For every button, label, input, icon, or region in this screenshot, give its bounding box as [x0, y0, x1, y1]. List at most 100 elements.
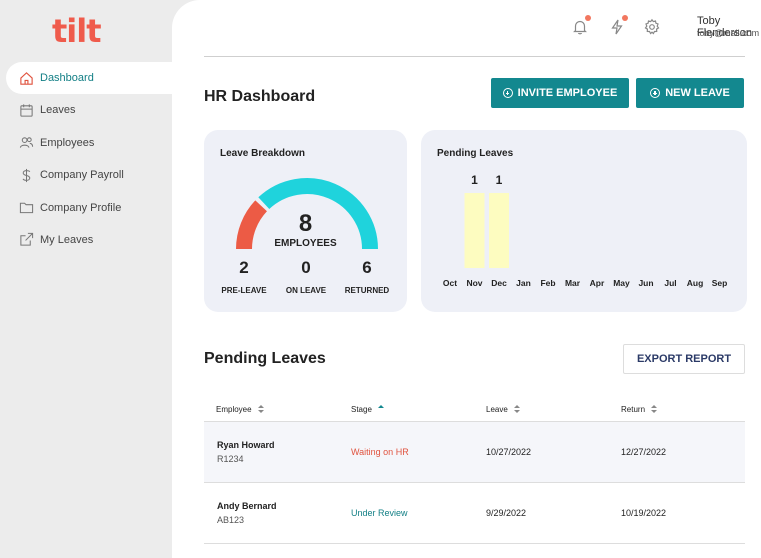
employee-name: Andy Bernard	[217, 501, 277, 511]
column-label: Leave	[486, 405, 508, 414]
sidebar-item-company-payroll[interactable]: Company Payroll	[6, 159, 196, 191]
sidebar-item-company-profile[interactable]: Company Profile	[6, 192, 196, 224]
x-tick-label: Jul	[664, 278, 676, 288]
stat-value: 0	[301, 258, 311, 277]
employee-id: R1234	[217, 454, 244, 464]
gauge-segment-returned	[258, 178, 378, 250]
bell-icon[interactable]	[571, 15, 591, 36]
gauge-segment-pre-leave	[236, 200, 268, 250]
sort-icon	[257, 405, 264, 414]
top-bar: Toby Flenderson toby@mail.com	[204, 0, 759, 57]
new-leave-button[interactable]: NEW LEAVE	[636, 78, 744, 108]
sidebar-item-label: Company Profile	[40, 201, 122, 214]
x-tick-label: Apr	[590, 278, 605, 288]
pending-leaves-chart-card: Pending Leaves Oct 1 Nov 1 Dec Jan Feb Mar Apr Ma…	[421, 130, 747, 312]
total-employees-value: 8	[298, 210, 313, 237]
x-tick-label: Jan	[516, 278, 531, 288]
table-header-row: Employee Stage Leave Return	[204, 398, 745, 422]
x-tick-label: Aug	[687, 278, 704, 288]
column-header-leave[interactable]: Leave	[486, 405, 520, 414]
return-date: 10/19/2022	[621, 508, 667, 518]
column-label: Employee	[216, 405, 252, 414]
home-icon	[18, 70, 34, 86]
user-name[interactable]: Toby Flenderson	[697, 15, 753, 39]
sidebar-item-label: Leaves	[40, 104, 76, 117]
x-tick-label: May	[613, 278, 630, 288]
sort-icon	[651, 405, 658, 414]
plus-circle-icon	[502, 88, 513, 98]
table-row[interactable]: Ryan Howard R1234 Waiting on HR 10/27/20…	[204, 422, 745, 483]
leave-gauge-chart	[236, 178, 378, 250]
app-logo[interactable]: tilt	[52, 12, 102, 50]
main-content: Toby Flenderson toby@mail.com HR Dashboa…	[172, 0, 761, 558]
sidebar-item-my-leaves[interactable]: My Leaves	[6, 224, 196, 256]
export-report-button[interactable]: EXPORT REPORT	[623, 344, 745, 374]
stage-value: Under Review	[351, 508, 408, 518]
notification-dot	[585, 15, 591, 21]
data-label: 1	[496, 173, 503, 187]
plus-circle-icon	[650, 88, 661, 98]
column-header-stage[interactable]: Stage	[351, 405, 384, 414]
x-tick-label: Sep	[712, 278, 728, 288]
stat-on-leave: 0 ON LEAVE	[276, 258, 336, 295]
x-tick-label: Feb	[540, 278, 555, 288]
stat-pre-leave: 2 PRE-LEAVE	[214, 258, 274, 295]
card-title: Leave Breakdown	[220, 148, 306, 159]
bar-nov	[464, 193, 485, 268]
column-label: Return	[621, 405, 646, 414]
stat-returned: 6 RETURNED	[337, 258, 397, 295]
sidebar-item-label: My Leaves	[40, 233, 94, 246]
stat-label: PRE-LEAVE	[221, 286, 267, 295]
user-email: toby@mail.com	[697, 28, 760, 38]
sidebar-nav: Dashboard Leaves Employees Company Payro…	[6, 62, 196, 256]
sidebar-item-leaves[interactable]: Leaves	[6, 94, 196, 126]
stat-value: 6	[362, 258, 372, 277]
sidebar-item-label: Employees	[40, 136, 95, 149]
column-header-return[interactable]: Return	[621, 405, 658, 414]
x-tick-label: Oct	[443, 278, 457, 288]
folder-icon	[18, 200, 34, 216]
users-icon	[18, 135, 34, 151]
pending-leaves-bar-chart: Oct 1 Nov 1 Dec Jan Feb Mar Apr May Jun Jul Aug Sep	[443, 173, 728, 288]
stat-label: RETURNED	[344, 286, 390, 295]
data-label: 1	[471, 173, 478, 187]
sidebar-item-employees[interactable]: Employees	[6, 127, 196, 159]
column-label: Stage	[351, 405, 372, 414]
new-leave-label: NEW LEAVE	[665, 87, 730, 99]
x-tick-label: Nov	[466, 278, 482, 288]
gear-icon[interactable]	[643, 18, 661, 36]
total-employees-label: EMPLOYEES	[274, 238, 337, 249]
employee-id: AB123	[217, 515, 245, 525]
external-link-icon	[18, 232, 34, 248]
dollar-icon	[18, 167, 34, 183]
column-header-employee[interactable]: Employee	[216, 405, 264, 414]
leave-date: 10/27/2022	[486, 447, 532, 457]
page-title: HR Dashboard	[204, 88, 316, 105]
x-tick-label: Jun	[638, 278, 653, 288]
bar-dec	[489, 193, 509, 268]
invite-employee-label: INVITE EMPLOYEE	[517, 87, 618, 99]
leave-date: 9/29/2022	[486, 508, 527, 518]
pending-leaves-table: Employee Stage Leave Return Ryan Howard …	[204, 398, 745, 544]
leave-breakdown-card: Leave Breakdown 8 EMPLOYEES 2 PRE-LEAVE …	[204, 130, 407, 312]
sidebar: tilt Dashboard Leaves Employees Company …	[0, 0, 196, 558]
x-tick-label: Mar	[565, 278, 581, 288]
employee-name: Ryan Howard	[217, 440, 275, 450]
card-title: Pending Leaves	[437, 148, 514, 159]
notification-dot	[622, 15, 628, 21]
invite-employee-button[interactable]: INVITE EMPLOYEE	[491, 78, 629, 108]
stage-value: Waiting on HR	[351, 447, 409, 457]
table-row[interactable]: Andy Bernard AB123 Under Review 9/29/202…	[204, 483, 745, 544]
sidebar-item-label: Company Payroll	[40, 169, 124, 182]
section-title: Pending Leaves	[204, 350, 326, 367]
sidebar-item-dashboard[interactable]: Dashboard	[6, 62, 196, 94]
stat-label: ON LEAVE	[285, 286, 327, 295]
calendar-icon	[18, 102, 34, 118]
sort-icon	[513, 405, 520, 414]
return-date: 12/27/2022	[621, 447, 667, 457]
x-tick-label: Dec	[491, 278, 507, 288]
sort-ascending-icon	[377, 405, 384, 414]
lightning-icon[interactable]	[608, 15, 628, 36]
stat-value: 2	[239, 258, 249, 277]
sidebar-item-label: Dashboard	[40, 72, 94, 84]
